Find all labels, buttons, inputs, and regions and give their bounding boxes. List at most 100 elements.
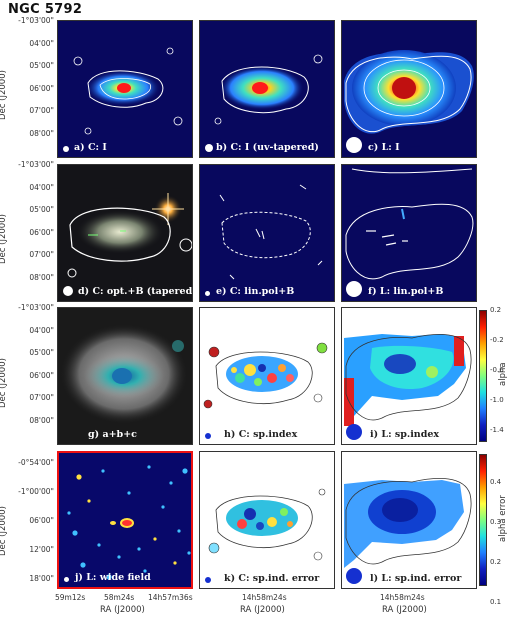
radio-source-dot	[147, 465, 151, 469]
colorbar-tick-label: -0.6	[490, 366, 504, 374]
panel-h-label: h) C: sp.index	[224, 429, 298, 440]
panel-d-map	[67, 193, 192, 278]
beam-marker	[346, 281, 362, 297]
radio-source-dot	[153, 537, 157, 541]
radio-source-dot	[117, 555, 121, 559]
panel-l: l) L: sp.ind. error	[341, 451, 477, 589]
colorbar-tick-label: -0.2	[490, 336, 504, 344]
dec-tick-label: 08'00"	[29, 128, 54, 138]
dec-tick-label: 06'00"	[29, 227, 54, 237]
dec-tick-label: 04'00"	[29, 325, 54, 335]
dec-tick-label: 08'00"	[29, 415, 54, 425]
alpha-error-colorbar-label: alpha error	[498, 495, 508, 542]
panel-j: j) L: wide field	[57, 451, 193, 589]
panel-f-label: f) L: lin.pol+B	[368, 286, 444, 297]
dec-tick-label: -1°03'00"	[18, 160, 54, 169]
colorbar-tick-label: 0.4	[490, 478, 502, 486]
dec-tick-label: 05'00"	[29, 61, 54, 70]
colorbar-tick-label: 0.3	[490, 518, 502, 526]
colorbar-tick-label: 0.1	[490, 598, 502, 606]
panel-h: h) C: sp.index	[199, 307, 335, 445]
panel-f: f) L: lin.pol+B	[341, 164, 477, 302]
panel-c-label: c) L: I	[368, 142, 400, 153]
panel-k-label: k) C: sp.ind. error	[224, 573, 320, 584]
panel-g: g) a+b+c	[57, 307, 193, 445]
radio-source-dot	[187, 551, 191, 555]
dec-tick-label-wide: -1°00'00"	[18, 487, 54, 496]
dec-tick-label-wide: -0°54'00"	[18, 458, 54, 467]
panel-a-label: a) C: I	[74, 142, 107, 153]
beam-marker	[63, 286, 73, 296]
ra-axis-label-3: RA (J2000)	[382, 605, 427, 615]
ra-tick-k: 14h58m24s	[242, 593, 287, 602]
beam-marker	[205, 291, 210, 296]
panel-l-map	[344, 478, 472, 568]
panel-a-map	[73, 47, 183, 135]
beam-marker	[346, 424, 362, 440]
ra-tick-wide-3: 14h57m36s	[148, 593, 193, 602]
radio-source-dot	[67, 511, 71, 515]
panel-h-map	[203, 342, 328, 409]
beam-marker	[346, 568, 362, 584]
panel-f-map	[345, 168, 474, 280]
beam-marker	[346, 137, 362, 153]
ra-tick-wide-1: 59m12s	[55, 593, 86, 602]
radio-source-dot	[80, 562, 86, 568]
dec-tick-label: 07'00"	[29, 393, 54, 402]
panel-l-label: l) L: sp.ind. error	[370, 573, 462, 584]
dec-tick-label: 07'00"	[29, 250, 54, 259]
radio-source-dot	[143, 569, 147, 573]
figure-title: NGC 5792	[8, 2, 83, 17]
panel-d: d) C: opt.+B (tapered)	[57, 164, 193, 302]
dec-tick-label-wide: 18'00"	[29, 574, 54, 583]
dec-tick-label: 07'00"	[29, 106, 54, 115]
radio-source-dot	[161, 505, 165, 509]
panel-b: b) C: I (uv-tapered)	[199, 20, 335, 158]
panel-c: c) L: I	[341, 20, 477, 158]
panel-g-map	[60, 324, 188, 424]
panel-j-map	[67, 465, 191, 580]
colorbar-tick-label: -1.4	[490, 426, 504, 434]
panel-d-label: d) C: opt.+B (tapered)	[78, 286, 193, 297]
colorbar-tick-label: 0.2	[490, 306, 502, 314]
radio-source-dot	[87, 499, 91, 503]
panel-a: a) C: I	[57, 20, 193, 158]
dec-tick-label: 05'00"	[29, 348, 54, 357]
radio-source-dot	[106, 574, 112, 580]
beam-marker	[63, 146, 69, 152]
panel-i-map	[344, 334, 472, 426]
panel-e: e) C: lin.pol+B	[199, 164, 335, 302]
radio-source-dot	[177, 529, 181, 533]
radio-source-dot	[127, 491, 131, 495]
radio-source-dot	[72, 530, 78, 536]
panel-e-map	[219, 184, 323, 280]
panel-b-label: b) C: I (uv-tapered)	[216, 142, 319, 153]
panel-i: i) L: sp.index	[341, 307, 477, 445]
dec-tick-label-wide: 06'00"	[29, 516, 54, 525]
dec-tick-label-wide: 12'00"	[29, 545, 54, 554]
panel-c-map	[344, 50, 474, 134]
dec-tick-label: -1°03'00"	[18, 303, 54, 312]
dec-tick-label: -1°03'00"	[18, 16, 54, 25]
dec-tick-label: 06'00"	[29, 370, 54, 380]
ra-axis-label-1: RA (J2000)	[100, 605, 145, 615]
dec-tick-label: 04'00"	[29, 182, 54, 192]
alpha-colorbar-label: alpha	[498, 362, 508, 386]
panel-j-label: j) L: wide field	[75, 572, 151, 583]
radio-source-dot	[101, 469, 105, 473]
beam-marker	[64, 577, 69, 582]
radio-source-dot	[173, 561, 177, 565]
radio-source-dot	[97, 543, 101, 547]
alpha-colorbar	[479, 310, 487, 442]
panel-k: k) C: sp.ind. error	[199, 451, 335, 589]
ra-tick-wide-2: 58m24s	[104, 593, 135, 602]
radio-source-dot	[169, 481, 173, 485]
ra-tick-l: 14h58m24s	[380, 593, 425, 602]
panel-b-map	[214, 54, 323, 125]
dec-tick-label: 08'00"	[29, 272, 54, 282]
radio-source-dot	[182, 468, 188, 474]
alpha-error-colorbar	[479, 454, 487, 586]
panel-i-label: i) L: sp.index	[370, 429, 440, 440]
panel-k-map	[208, 488, 326, 561]
beam-marker	[205, 433, 211, 439]
